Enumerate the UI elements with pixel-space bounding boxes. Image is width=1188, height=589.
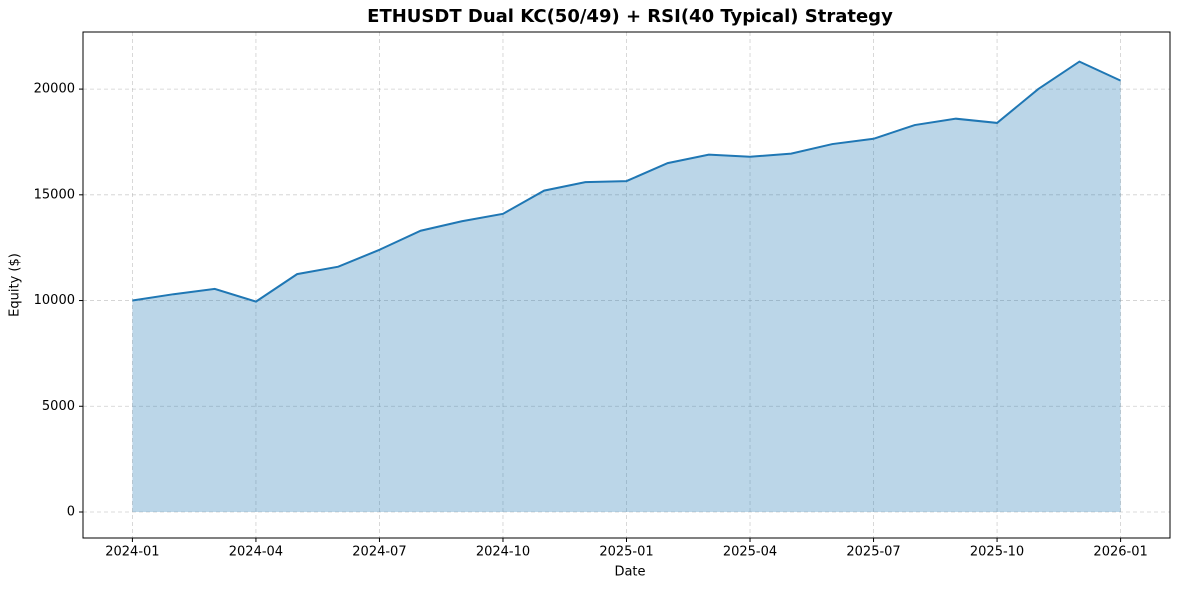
x-tick-label: 2024-07	[352, 545, 406, 560]
x-tick-label: 2024-04	[229, 545, 283, 560]
x-tick-label: 2025-10	[970, 545, 1024, 560]
y-tick-label: 20000	[34, 82, 75, 97]
y-tick-label: 0	[67, 504, 75, 519]
x-tick-label: 2025-07	[846, 545, 900, 560]
area	[132, 61, 1121, 512]
plot-frame	[82, 31, 1171, 539]
y-axis-label: Equity ($)	[8, 253, 23, 317]
x-tick-label: 2024-01	[105, 545, 159, 560]
y-tick-label: 15000	[34, 187, 75, 202]
x-tick-label: 2025-01	[599, 545, 653, 560]
x-axis-label: Date	[614, 565, 645, 580]
x-tick-label: 2025-04	[723, 545, 777, 560]
y-tick-label: 10000	[34, 293, 75, 308]
chart-title: ETHUSDT Dual KC(50/49) + RSI(40 Typical)…	[367, 6, 893, 27]
x-tick-label: 2024-10	[476, 545, 530, 560]
line	[132, 60, 1122, 303]
y-tick-label: 5000	[42, 399, 75, 414]
x-tick-label: 2026-01	[1093, 545, 1147, 560]
